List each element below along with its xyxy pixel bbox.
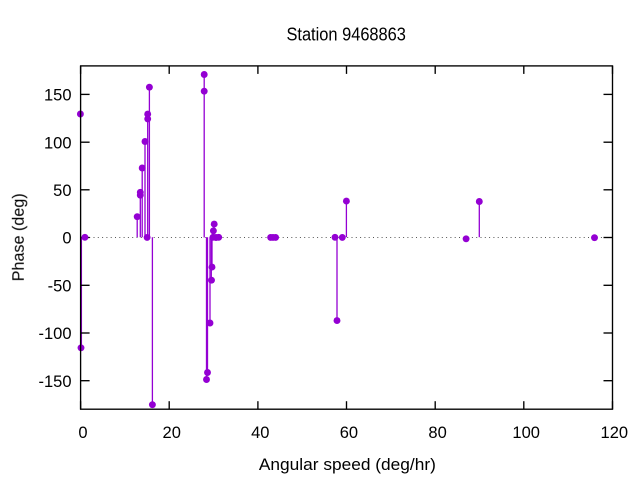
svg-text:0: 0 (78, 424, 87, 442)
svg-text:40: 40 (251, 424, 269, 442)
svg-text:20: 20 (163, 424, 181, 442)
svg-text:-50: -50 (48, 277, 72, 295)
svg-text:50: 50 (53, 182, 71, 200)
svg-text:60: 60 (340, 424, 358, 442)
svg-text:-150: -150 (38, 373, 71, 391)
svg-text:Phase (deg): Phase (deg) (10, 193, 28, 281)
svg-text:80: 80 (428, 424, 446, 442)
svg-text:100: 100 (44, 134, 72, 152)
svg-text:Angular speed (deg/hr): Angular speed (deg/hr) (259, 455, 436, 474)
svg-text:120: 120 (601, 424, 629, 442)
svg-text:0: 0 (62, 230, 71, 248)
svg-text:Station 9468863: Station 9468863 (286, 24, 406, 44)
svg-text:100: 100 (512, 424, 540, 442)
svg-text:150: 150 (44, 87, 72, 105)
svg-text:-100: -100 (38, 325, 71, 343)
